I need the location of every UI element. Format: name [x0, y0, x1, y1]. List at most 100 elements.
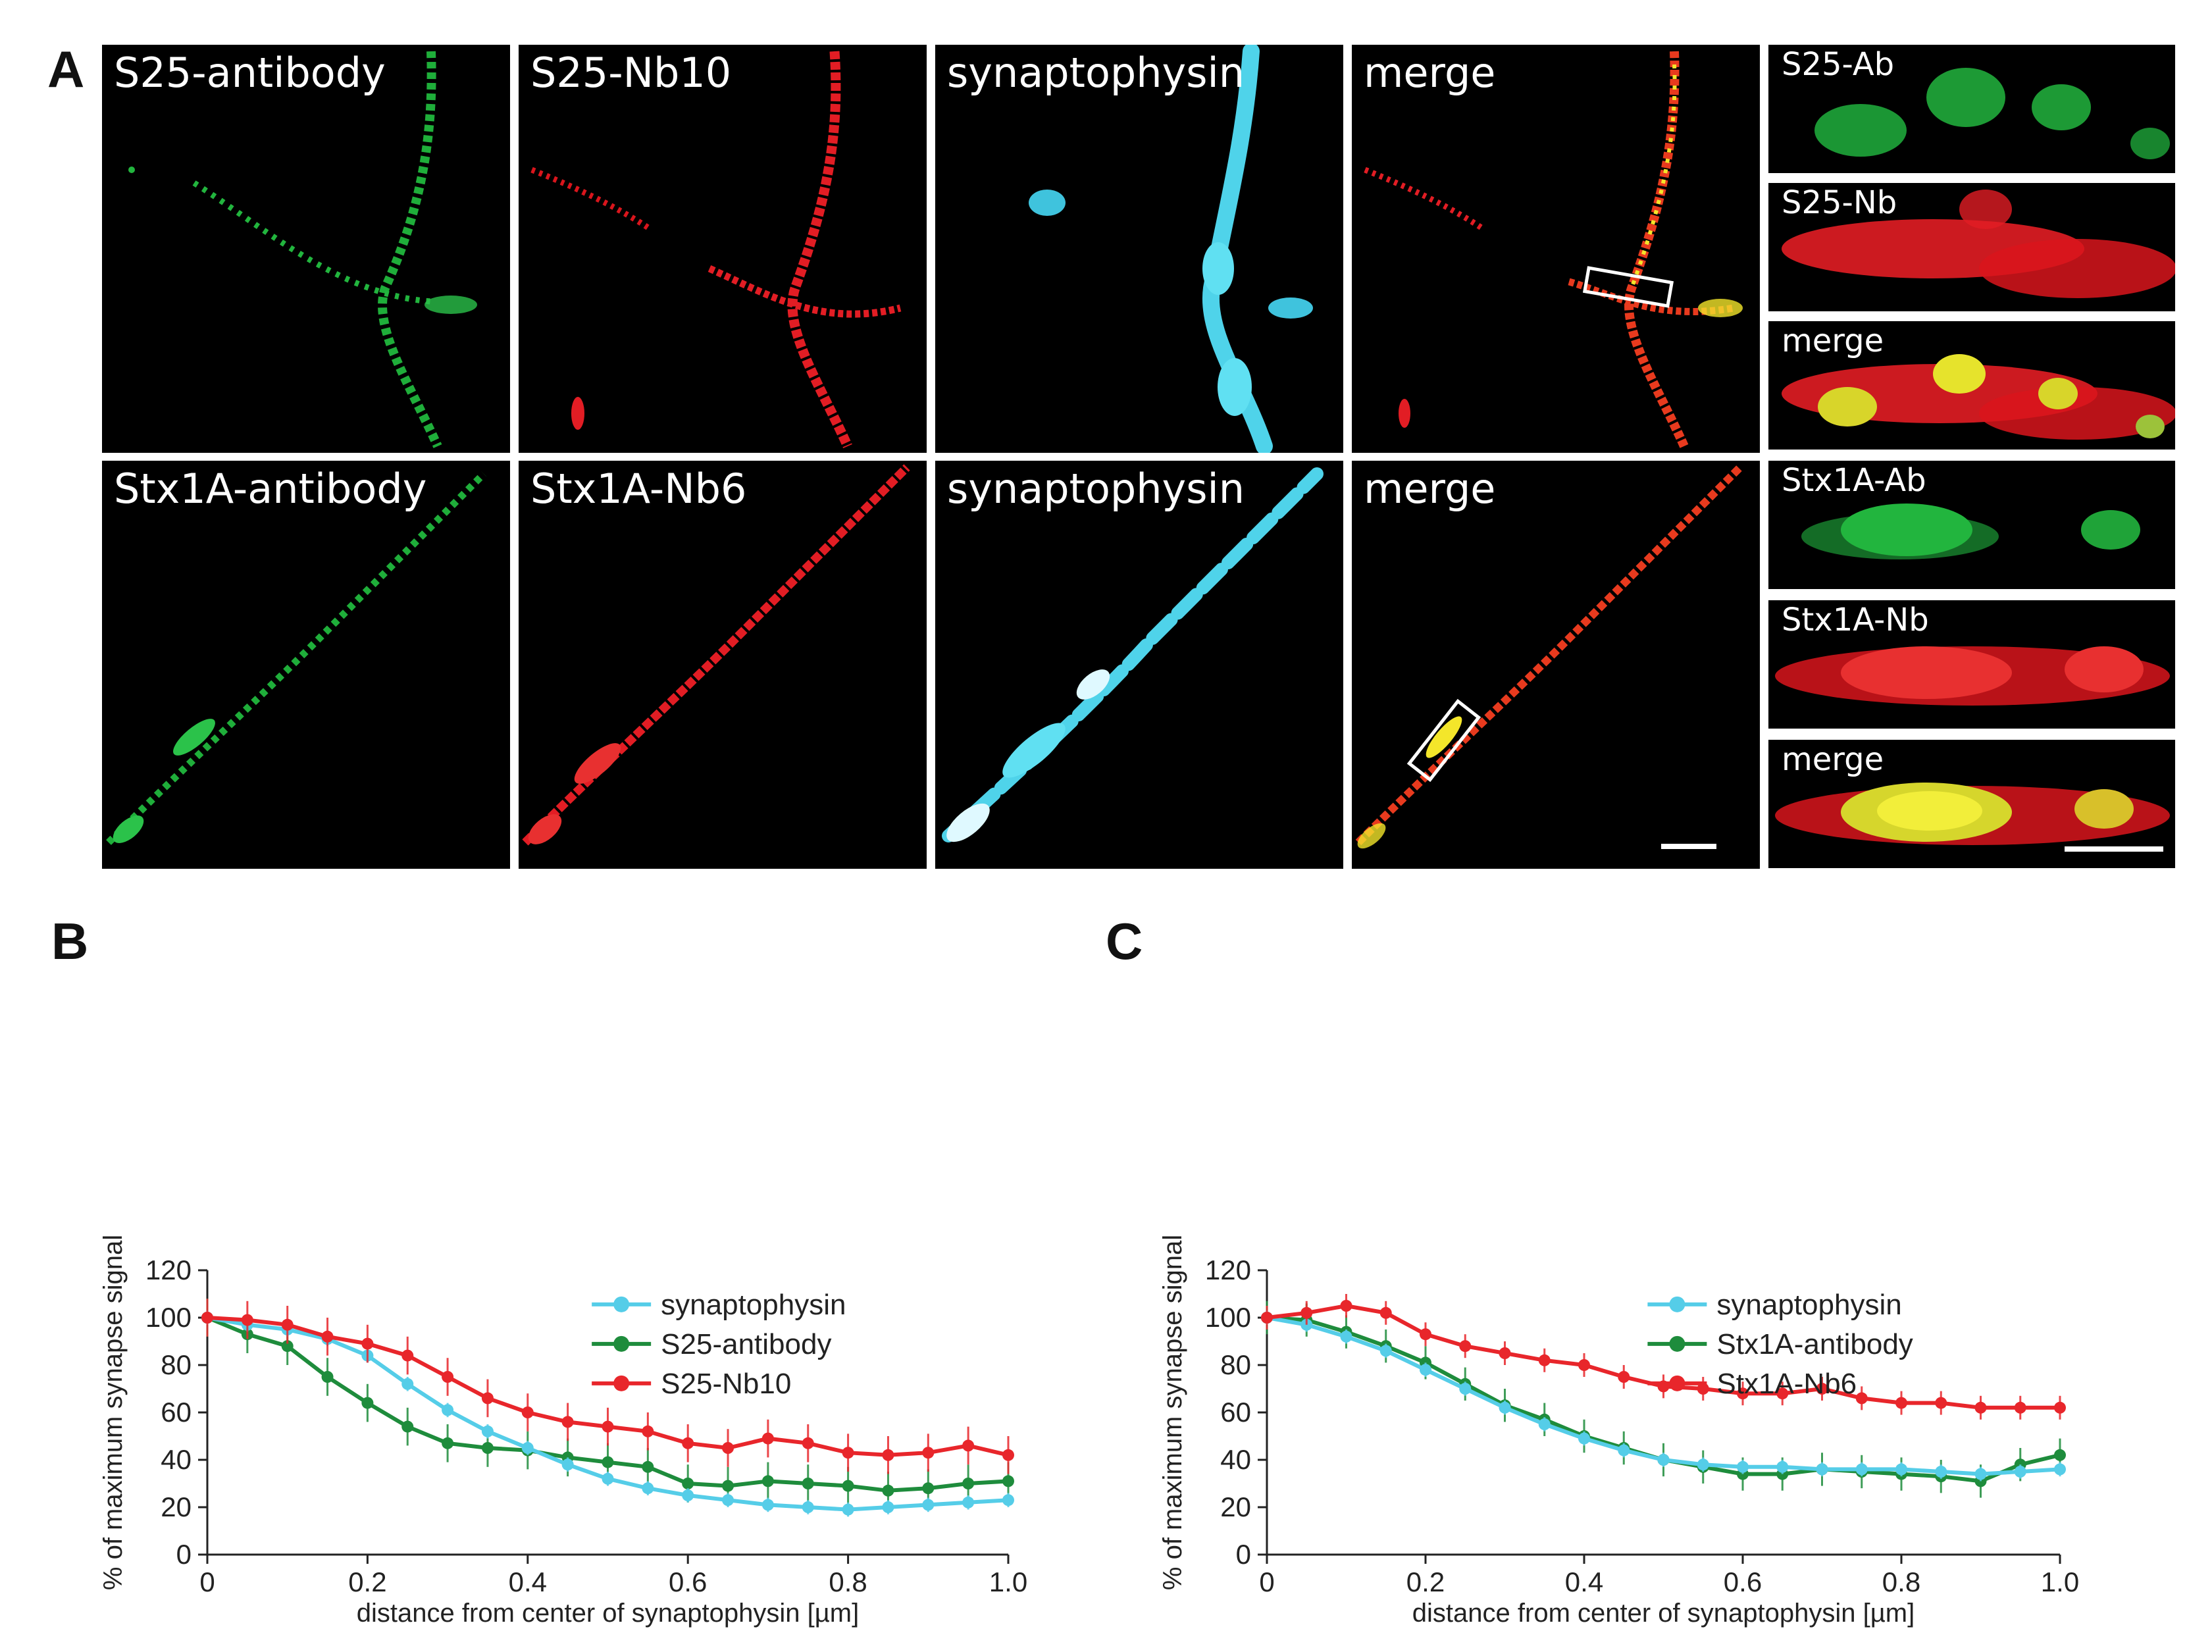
data-point — [1261, 1312, 1273, 1324]
zoom-label: Stx1A-Nb — [1782, 602, 1929, 638]
y-tick-label: 0 — [1236, 1539, 1251, 1570]
data-point — [281, 1340, 294, 1353]
zoom-stx1a-ab-image — [1801, 503, 2140, 559]
panel-letter-c: C — [1106, 912, 1143, 970]
data-point — [842, 1480, 854, 1492]
data-point — [521, 1407, 534, 1418]
micrograph-label: S25-antibody — [114, 49, 386, 97]
micrograph-stx1a-nb6: Stx1A-Nb6 — [519, 461, 927, 869]
legend-swatch-marker — [613, 1335, 630, 1352]
data-point — [1697, 1458, 1709, 1471]
legend-label: S25-Nb10 — [661, 1368, 791, 1400]
data-point — [682, 1489, 694, 1501]
data-point — [481, 1442, 494, 1454]
zoom-label: Stx1A-Ab — [1782, 462, 1926, 499]
chart-c: 0 20 40 60 80 100 120 0 0.2 0.4 0.6 0.8 1.0 distance … — [1132, 948, 2159, 1639]
data-point — [1618, 1371, 1630, 1383]
data-point — [602, 1420, 614, 1433]
data-point — [761, 1432, 774, 1445]
legend-swatch-marker — [613, 1296, 630, 1312]
data-point — [1935, 1397, 1947, 1409]
x-tick-label: 0.8 — [829, 1566, 867, 1597]
synaptophysin-image-1 — [1029, 45, 1313, 453]
data-point — [1379, 1306, 1392, 1319]
data-point — [1300, 1318, 1313, 1331]
data-point — [281, 1318, 294, 1331]
data-point — [962, 1439, 975, 1452]
data-point — [802, 1437, 814, 1449]
zoom-s25-ab: S25-Ab — [1768, 45, 2175, 173]
data-point — [962, 1496, 975, 1509]
data-point — [241, 1314, 253, 1326]
micrograph-label: S25-Nb10 — [530, 49, 732, 97]
data-point — [922, 1499, 935, 1511]
chart-b: 0 20 40 60 80 100 120 0 0.2 0.4 0.6 0.8 1.0 distance … — [66, 948, 1053, 1639]
zoom-s25-nb: S25-Nb — [1768, 183, 2175, 311]
x-tick-label: 0.6 — [1724, 1566, 1762, 1597]
legend-swatch-marker — [613, 1375, 630, 1391]
data-point — [882, 1449, 894, 1461]
chart-c-plot: 0 20 40 60 80 100 120 0 0.2 0.4 0.6 0.8 1.0 distance … — [1158, 1235, 2079, 1628]
x-axis-label: distance from center of synaptophysin [µ… — [1412, 1599, 1915, 1628]
stx1a-antibody-image — [106, 471, 486, 845]
data-point — [722, 1442, 734, 1454]
data-point — [442, 1404, 454, 1416]
zoom-stx1a-ab: Stx1A-Ab — [1768, 461, 2175, 589]
data-point — [922, 1482, 935, 1495]
data-point — [1538, 1354, 1551, 1366]
x-tick-label: 0.4 — [1565, 1566, 1603, 1597]
micrograph-label: Stx1A-Nb6 — [530, 465, 747, 513]
merge-image-1 — [1364, 51, 1743, 448]
data-point — [481, 1425, 494, 1437]
zoom-label: merge — [1782, 741, 1884, 778]
legend-label: synaptophysin — [1716, 1289, 1901, 1321]
x-tick-label: 0.6 — [669, 1566, 707, 1597]
data-point — [521, 1442, 534, 1454]
data-point — [1895, 1463, 1907, 1476]
data-point — [1002, 1494, 1014, 1507]
data-point — [1618, 1444, 1630, 1457]
data-point — [602, 1456, 614, 1468]
zoom-merge-1-image — [1782, 354, 2175, 440]
zoom-s25-ab-image — [1814, 68, 2170, 159]
y-tick-label: 20 — [161, 1491, 192, 1522]
data-point — [802, 1478, 814, 1489]
data-point — [802, 1501, 814, 1513]
micrograph-label: merge — [1364, 465, 1496, 513]
data-point — [561, 1458, 574, 1471]
series-S25-Nb10 — [201, 1299, 1014, 1474]
zoom-s25-nb-image — [1782, 190, 2175, 298]
data-point — [401, 1349, 414, 1362]
data-point — [1816, 1383, 1828, 1395]
y-tick-label: 40 — [161, 1444, 192, 1475]
y-tick-label: 0 — [176, 1539, 192, 1570]
zoom-merge-2: merge — [1768, 740, 2175, 868]
y-axis-label: % of maximum synapse signal — [99, 1235, 128, 1590]
micrograph-merge-1: merge — [1352, 45, 1760, 453]
data-point — [1974, 1468, 1987, 1480]
y-tick-label: 40 — [1220, 1444, 1251, 1475]
merge-image-2 — [1355, 464, 1743, 849]
zoom-merge-1: merge — [1768, 321, 2175, 450]
data-point — [682, 1478, 694, 1489]
data-point — [1737, 1387, 1749, 1400]
series-S25-antibody — [201, 1299, 1014, 1510]
x-tick-label: 0.4 — [509, 1566, 547, 1597]
data-point — [1340, 1330, 1352, 1343]
zoom-label: merge — [1782, 323, 1884, 359]
data-point — [882, 1501, 894, 1513]
y-tick-label: 120 — [145, 1254, 192, 1285]
y-tick-label: 20 — [1220, 1491, 1251, 1522]
legend-label: Stx1A-antibody — [1716, 1328, 1913, 1360]
data-point — [481, 1392, 494, 1405]
zoom-stx1a-nb-image — [1775, 646, 2170, 706]
data-point — [201, 1312, 213, 1324]
legend-label: Stx1A-Nb6 — [1716, 1368, 1857, 1400]
data-point — [1776, 1460, 1789, 1473]
data-point — [1935, 1466, 1947, 1478]
stx1a-nb6-image — [522, 464, 910, 846]
micrograph-stx1a-antibody: Stx1A-antibody — [102, 461, 510, 869]
data-point — [2014, 1401, 2026, 1414]
y-axis-label: % of maximum synapse signal — [1158, 1235, 1187, 1590]
data-point — [1578, 1359, 1590, 1371]
